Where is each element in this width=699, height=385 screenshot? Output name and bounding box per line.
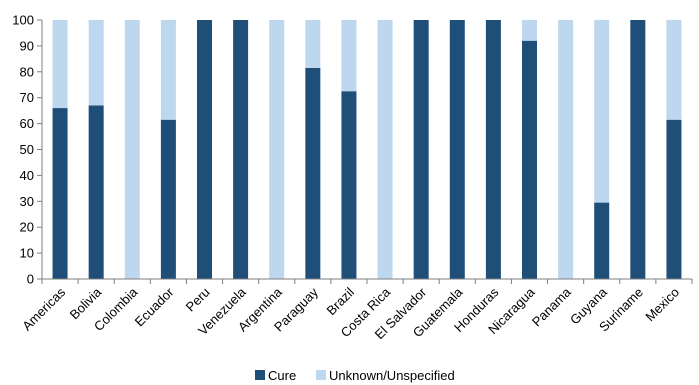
x-tick-label: Panama — [529, 284, 574, 329]
y-tick-label: 80 — [20, 64, 34, 79]
y-tick-label: 100 — [12, 13, 34, 28]
x-tick-label: Americas — [19, 284, 68, 333]
bar-segment-cure — [666, 119, 682, 279]
bar-segment-cure — [305, 67, 321, 279]
bar-segment-unknown — [88, 20, 104, 106]
legend-label-unknown: Unknown/Unspecified — [329, 368, 455, 383]
x-tick-label: Mexico — [642, 285, 682, 325]
bar-segment-cure — [341, 91, 357, 279]
bar-segment-cure — [197, 20, 212, 279]
y-tick-label: 0 — [27, 272, 34, 287]
x-tick-label: Peru — [183, 285, 213, 315]
bar-segment-cure — [630, 20, 646, 279]
bar-segment-unknown — [522, 20, 537, 41]
x-tick-label: Ecuador — [132, 284, 177, 329]
bar-segment-unknown — [377, 20, 393, 279]
legend-swatch-unknown — [316, 370, 326, 380]
y-tick-label: 50 — [20, 142, 34, 157]
x-tick-label: Brazil — [323, 284, 357, 318]
y-tick-label: 40 — [20, 168, 34, 183]
bar-segment-unknown — [124, 20, 140, 279]
y-tick-label: 90 — [20, 38, 34, 53]
bar-segment-cure — [485, 20, 501, 279]
y-tick-label: 20 — [20, 220, 34, 235]
legend-swatch-cure — [255, 370, 265, 380]
bar-segment-unknown — [269, 20, 285, 279]
bar-segment-unknown — [305, 20, 321, 68]
y-tick-label: 10 — [20, 246, 34, 261]
bar-segment-unknown — [594, 20, 610, 203]
bar-segment-cure — [52, 108, 68, 279]
legend-label-cure: Cure — [268, 368, 296, 383]
bar-segment-cure — [449, 20, 465, 279]
y-tick-label: 30 — [20, 194, 34, 209]
bar-segment-cure — [88, 105, 104, 279]
legend: Cure Unknown/Unspecified — [255, 368, 455, 383]
bar-segment-unknown — [160, 20, 176, 120]
bar-segment-cure — [522, 40, 537, 279]
bars-layer — [52, 20, 682, 279]
bar-segment-cure — [413, 20, 429, 279]
bar-segment-cure — [233, 20, 249, 279]
bar-segment-unknown — [558, 20, 574, 279]
bar-segment-cure — [160, 119, 176, 279]
bar-segment-unknown — [666, 20, 682, 120]
bar-segment-unknown — [52, 20, 68, 109]
y-tick-label: 60 — [20, 116, 34, 131]
bar-segment-cure — [594, 202, 610, 279]
y-tick-label: 70 — [20, 90, 34, 105]
bar-segment-unknown — [341, 20, 357, 92]
